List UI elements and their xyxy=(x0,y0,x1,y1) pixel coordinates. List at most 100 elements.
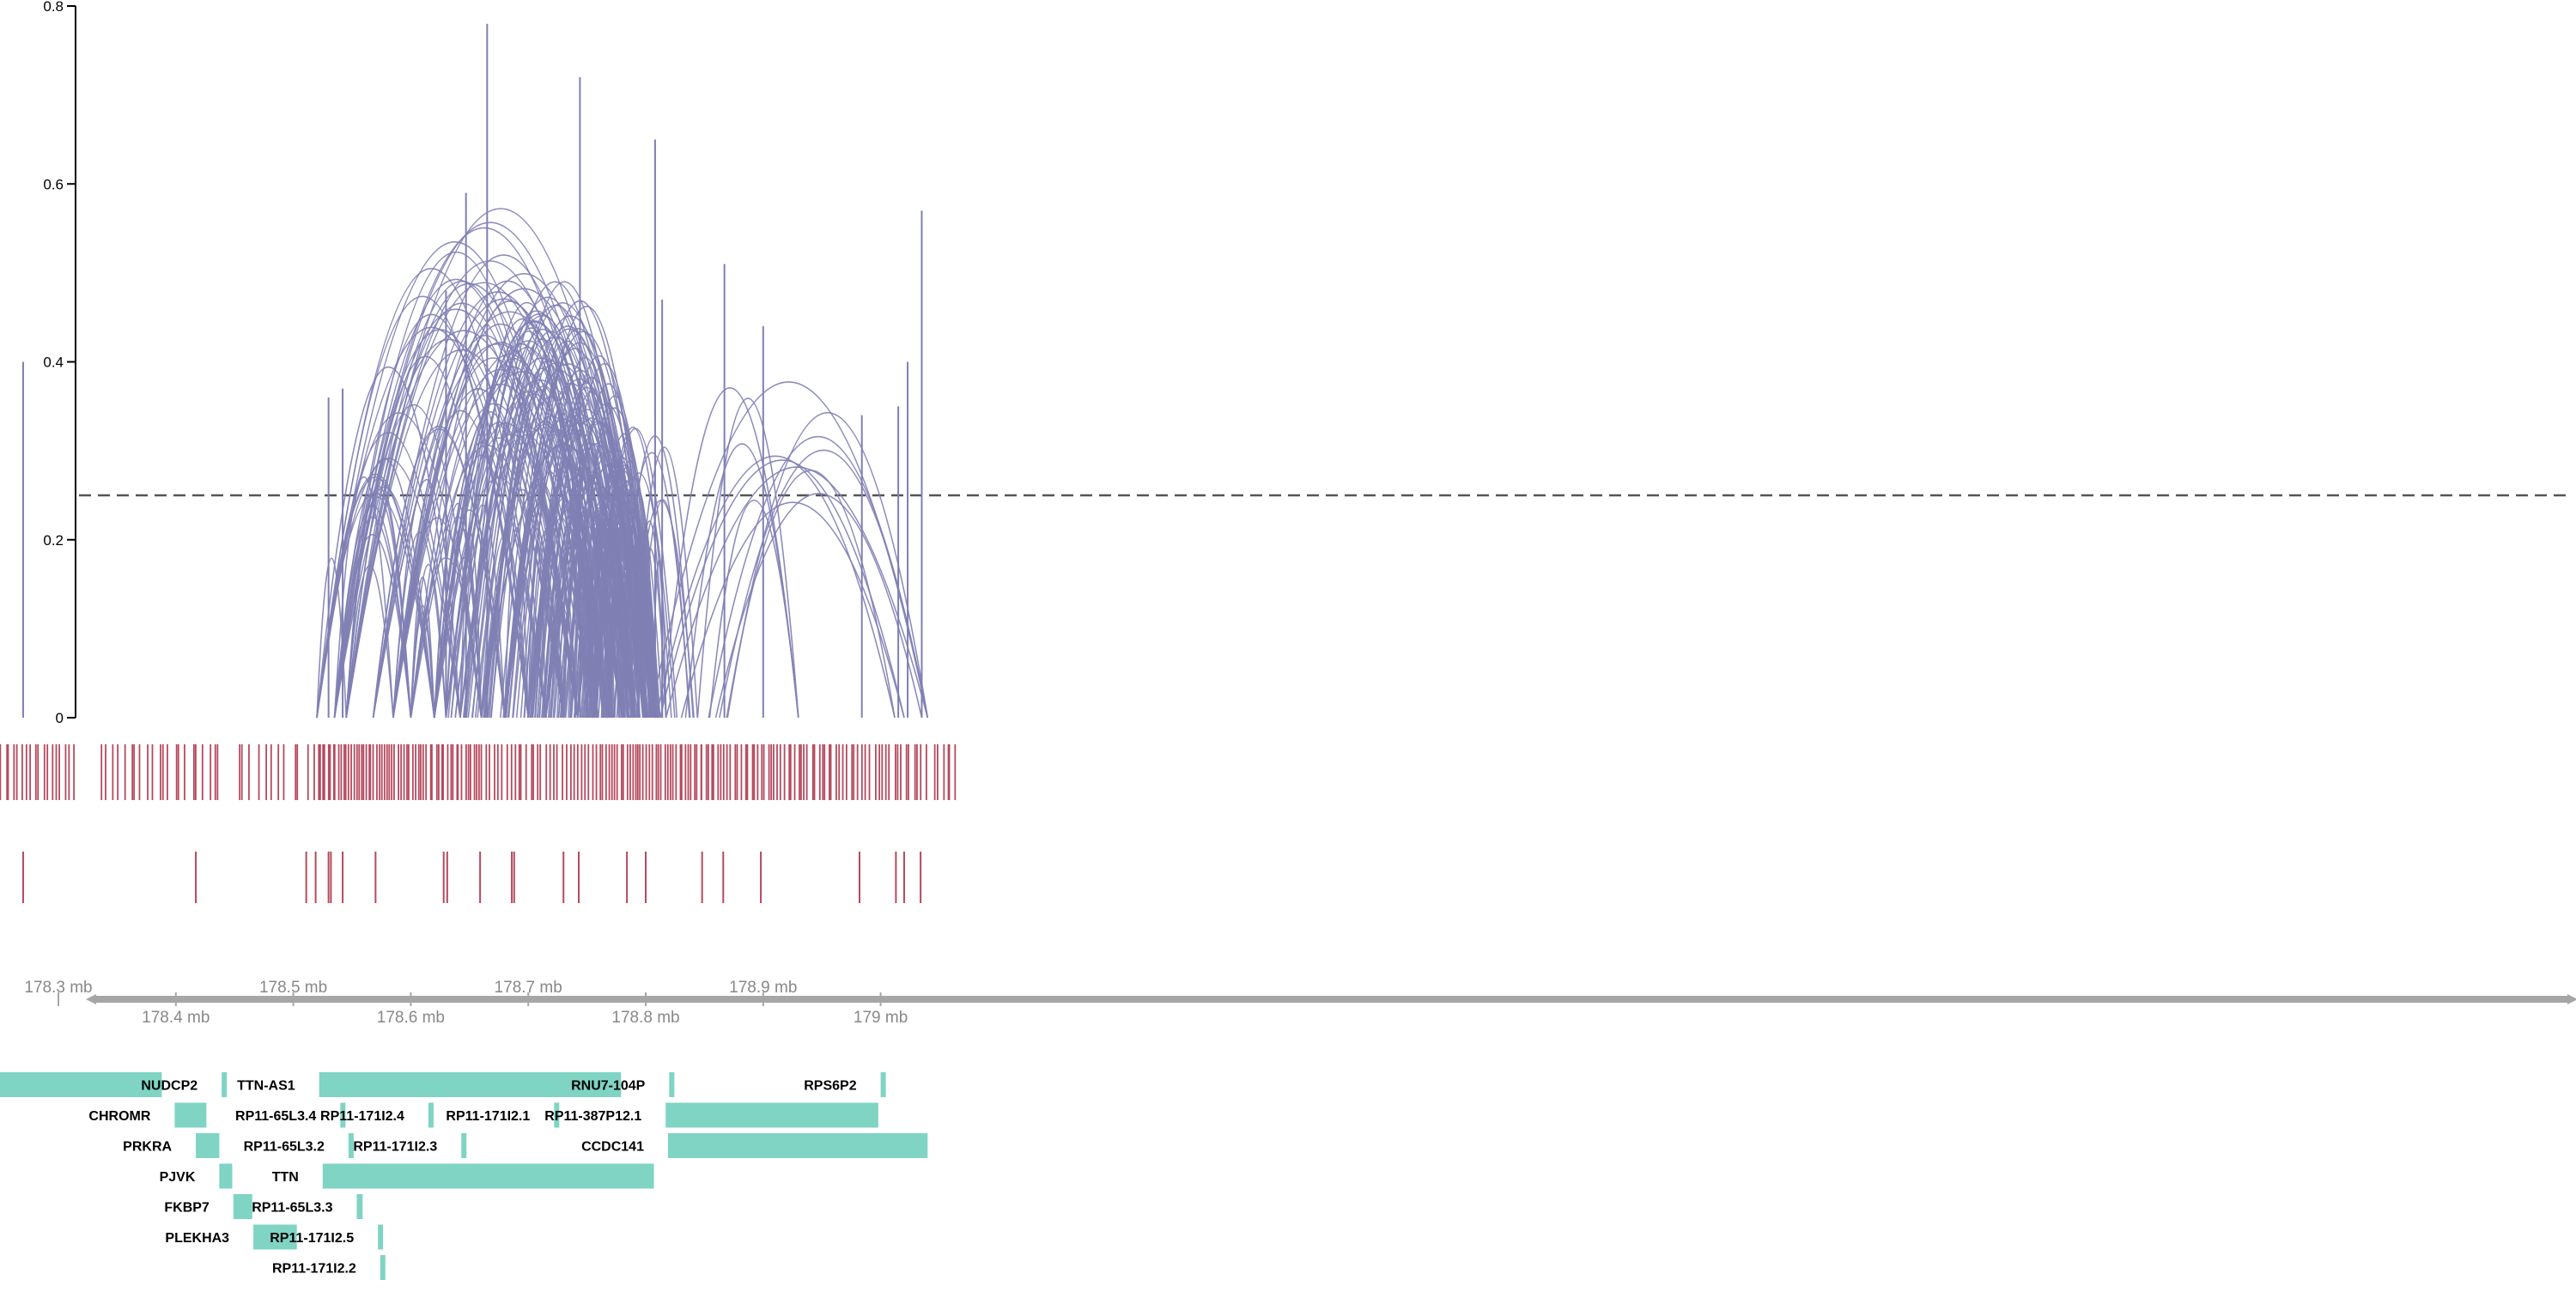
variant-track-dense xyxy=(0,744,957,800)
gene-label: CHROMR xyxy=(88,1109,150,1124)
interaction-arc xyxy=(454,315,630,719)
gene-label: FKBP7 xyxy=(164,1201,210,1216)
gene-bar xyxy=(322,1163,654,1189)
interaction-arc xyxy=(372,254,635,719)
gene-label: RP11-171I2.2 xyxy=(272,1262,356,1277)
interaction-arc xyxy=(714,493,923,719)
interaction-arc xyxy=(333,486,435,719)
gene-bar xyxy=(348,1133,354,1158)
axis-arrow-right xyxy=(2567,994,2576,1004)
genomic-axis: 178.3 mb 178.5 mb 178.7 mb 178.9 mb 178.4 mb… xyxy=(24,979,2576,1027)
interaction-arc xyxy=(560,498,623,719)
gene-bar xyxy=(378,1224,384,1250)
gene-label: RP11-65L3.4 xyxy=(235,1109,316,1124)
gene-label: RP11-387P12.1 xyxy=(544,1109,641,1124)
gene-bar xyxy=(253,1224,297,1250)
gene-label: RP11-171I2.3 xyxy=(353,1140,437,1155)
gene-bar xyxy=(319,1072,622,1097)
axis-tick-label: 178.5 mb xyxy=(259,979,327,997)
interaction-arc xyxy=(464,330,593,719)
axis-tick-label: 178.3 mb xyxy=(24,979,92,997)
interaction-arc xyxy=(434,422,579,719)
gene-bar xyxy=(196,1133,220,1158)
gene-bar xyxy=(667,1133,928,1158)
y-tick-label: 0 xyxy=(56,710,64,726)
gene-label: RP11-65L3.3 xyxy=(252,1201,332,1216)
interaction-arc xyxy=(465,281,644,719)
interaction-arc xyxy=(445,347,609,719)
interaction-arc xyxy=(586,449,651,719)
y-tick-label: 0.6 xyxy=(43,176,64,192)
gene-bar xyxy=(380,1255,386,1280)
gene-label: TTN-AS1 xyxy=(237,1079,295,1094)
interaction-arc xyxy=(680,501,905,719)
gene-bar xyxy=(222,1072,228,1097)
gene-label: PLEKHA3 xyxy=(165,1231,229,1246)
interaction-arc xyxy=(487,328,652,719)
gene-bar xyxy=(340,1102,346,1128)
gene-bar xyxy=(554,1102,560,1128)
gene-bar xyxy=(174,1102,207,1128)
interaction-arc xyxy=(545,526,594,719)
interaction-arc xyxy=(603,472,676,719)
interaction-arc xyxy=(392,388,564,719)
gene-label: CCDC141 xyxy=(581,1140,644,1155)
interaction-arc xyxy=(593,428,678,719)
interaction-arc xyxy=(512,471,588,719)
interaction-arc xyxy=(345,349,579,719)
signal-spikes xyxy=(21,23,923,718)
gene-bar xyxy=(665,1102,878,1128)
interaction-arc xyxy=(590,521,636,719)
interaction-arc xyxy=(410,612,435,719)
interaction-arc xyxy=(595,509,657,719)
interaction-arc xyxy=(372,343,623,719)
interaction-arc xyxy=(471,338,613,719)
gene-bar xyxy=(233,1194,252,1219)
interaction-arcs xyxy=(316,208,929,719)
interaction-arc xyxy=(410,576,435,719)
gene-label: PJVK xyxy=(160,1170,196,1185)
interaction-arc xyxy=(542,470,612,719)
interaction-arc xyxy=(447,318,598,719)
axis-tick-label: 178.8 mb xyxy=(611,1009,679,1027)
gene-label: RP11-171I2.5 xyxy=(270,1231,354,1246)
axis-tick-label: 178.4 mb xyxy=(142,1009,210,1027)
y-axis: 0 0.2 0.4 0.6 0.8 xyxy=(43,0,76,726)
interaction-arc xyxy=(562,515,593,719)
interaction-arc xyxy=(345,355,506,719)
gene-bar xyxy=(356,1194,363,1219)
interaction-arc xyxy=(610,488,645,719)
gene-bar xyxy=(880,1072,886,1097)
interaction-arc xyxy=(489,369,630,719)
gene-label: TTN xyxy=(272,1170,299,1185)
interaction-arc xyxy=(606,553,629,719)
interaction-arc xyxy=(561,443,626,719)
gene-bar xyxy=(428,1102,434,1128)
gene-label: RP11-171I2.1 xyxy=(446,1109,530,1124)
interaction-arc xyxy=(605,540,625,719)
interaction-arc xyxy=(528,382,645,719)
axis-tick-label: 178.6 mb xyxy=(377,1009,445,1027)
gene-bar xyxy=(219,1163,233,1189)
interaction-arc xyxy=(316,458,461,719)
y-tick-label: 0.4 xyxy=(43,355,64,371)
gene-label: NUDCP2 xyxy=(141,1079,197,1094)
gene-label: RP11-171I2.4 xyxy=(320,1109,404,1124)
variant-track-sparse xyxy=(21,852,922,903)
interaction-arc xyxy=(612,452,691,719)
gene-bar xyxy=(461,1133,467,1158)
gene-label: RP11-65L3.2 xyxy=(244,1140,325,1155)
interaction-arc xyxy=(586,461,659,719)
interaction-arc xyxy=(534,411,614,719)
interaction-arc xyxy=(655,455,896,719)
interaction-arc xyxy=(345,477,412,719)
axis-tick-label: 178.7 mb xyxy=(495,979,562,997)
interaction-arc xyxy=(696,397,799,719)
interaction-arc xyxy=(719,449,929,719)
interaction-arc xyxy=(726,470,896,719)
gene-track: NUDCP2 TTN-AS1 RNU7-104P RPS6P2 CHROMR RP11-6… xyxy=(0,1072,928,1280)
interaction-arc xyxy=(600,460,659,719)
gene-label: RNU7-104P xyxy=(571,1079,646,1094)
